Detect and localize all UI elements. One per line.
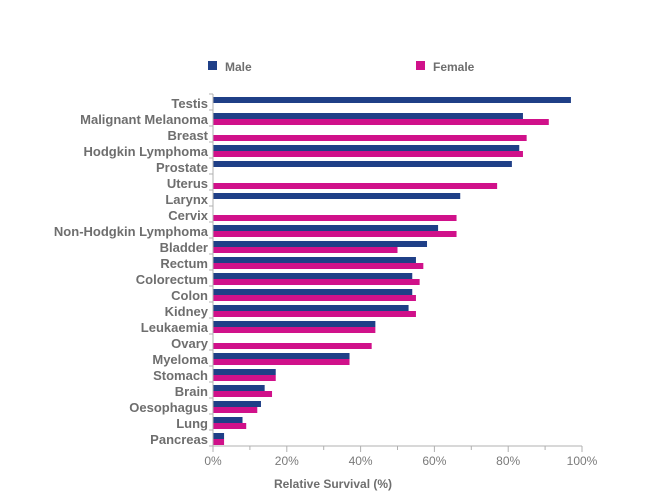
bar-female-brain: [213, 391, 273, 397]
bar-female-uterus: [213, 183, 498, 189]
bar-female-oesophagus: [213, 407, 258, 413]
category-label-rectum: Rectum: [160, 256, 208, 271]
category-label-colon: Colon: [171, 288, 208, 303]
category-label-leukaemia: Leukaemia: [141, 320, 209, 335]
bar-female-stomach: [213, 375, 276, 381]
axes: [209, 93, 583, 452]
bar-female-lung: [213, 423, 247, 429]
category-label-pancreas: Pancreas: [150, 432, 208, 447]
bar-male-colorectum: [213, 273, 413, 279]
legend-label-male: Male: [225, 60, 252, 74]
category-label-oesophagus: Oesophagus: [129, 400, 208, 415]
bar-male-kidney: [213, 305, 409, 311]
category-label-brain: Brain: [175, 384, 208, 399]
legend: Male Female: [208, 60, 475, 74]
category-label-hodgkin-lymphoma: Hodgkin Lymphoma: [84, 144, 209, 159]
category-label-breast: Breast: [168, 128, 209, 143]
bar-female-cervix: [213, 215, 457, 221]
x-tick-label: 60%: [422, 454, 446, 468]
x-ticks: 0% 20% 40% 60% 80% 100%: [204, 454, 597, 468]
category-label-bladder: Bladder: [160, 240, 208, 255]
x-axis-title: Relative Survival (%): [274, 477, 392, 491]
bar-male-testis: [213, 97, 571, 103]
bar-female-hodgkin-lymphoma: [213, 151, 523, 157]
category-label-non-hodgkin-lymphoma: Non-Hodgkin Lymphoma: [54, 224, 209, 239]
x-tick-label: 80%: [496, 454, 520, 468]
bar-male-leukaemia: [213, 321, 376, 327]
category-label-larynx: Larynx: [165, 192, 208, 207]
bar-male-larynx: [213, 193, 461, 199]
bar-male-non-hodgkin-lymphoma: [213, 225, 439, 231]
bars: [213, 97, 571, 445]
bar-male-lung: [213, 417, 243, 423]
category-label-ovary: Ovary: [171, 336, 209, 351]
category-label-stomach: Stomach: [153, 368, 208, 383]
category-label-prostate: Prostate: [156, 160, 208, 175]
x-tick-label: 40%: [349, 454, 373, 468]
bar-male-rectum: [213, 257, 416, 263]
category-label-lung: Lung: [176, 416, 208, 431]
x-tick-label: 0%: [204, 454, 222, 468]
category-label-colorectum: Colorectum: [136, 272, 208, 287]
category-label-uterus: Uterus: [167, 176, 208, 191]
bar-female-pancreas: [213, 439, 225, 445]
bar-female-ovary: [213, 343, 372, 349]
category-label-myeloma: Myeloma: [152, 352, 208, 367]
bar-female-rectum: [213, 263, 424, 269]
bar-male-colon: [213, 289, 413, 295]
bar-male-prostate: [213, 161, 512, 167]
bar-female-kidney: [213, 311, 416, 317]
bar-female-leukaemia: [213, 327, 376, 333]
bar-female-colon: [213, 295, 416, 301]
category-label-cervix: Cervix: [168, 208, 209, 223]
bar-female-bladder: [213, 247, 398, 253]
legend-item-male: Male: [208, 60, 252, 74]
legend-label-female: Female: [433, 60, 475, 74]
bar-male-stomach: [213, 369, 276, 375]
bar-female-myeloma: [213, 359, 350, 365]
bar-male-pancreas: [213, 433, 225, 439]
bar-male-bladder: [213, 241, 428, 247]
bar-female-breast: [213, 135, 527, 141]
bar-male-hodgkin-lymphoma: [213, 145, 520, 151]
bar-male-myeloma: [213, 353, 350, 359]
bar-female-colorectum: [213, 279, 420, 285]
bar-male-oesophagus: [213, 401, 261, 407]
x-tick-label: 20%: [275, 454, 299, 468]
x-tick-label: 100%: [567, 454, 598, 468]
legend-swatch-male: [208, 61, 217, 70]
category-label-kidney: Kidney: [165, 304, 209, 319]
category-label-testis: Testis: [171, 96, 208, 111]
bar-male-malignant-melanoma: [213, 113, 523, 119]
bar-male-brain: [213, 385, 265, 391]
bar-female-malignant-melanoma: [213, 119, 549, 125]
legend-swatch-female: [416, 61, 425, 70]
bar-female-non-hodgkin-lymphoma: [213, 231, 457, 237]
legend-item-female: Female: [416, 60, 475, 74]
category-label-malignant-melanoma: Malignant Melanoma: [80, 112, 209, 127]
